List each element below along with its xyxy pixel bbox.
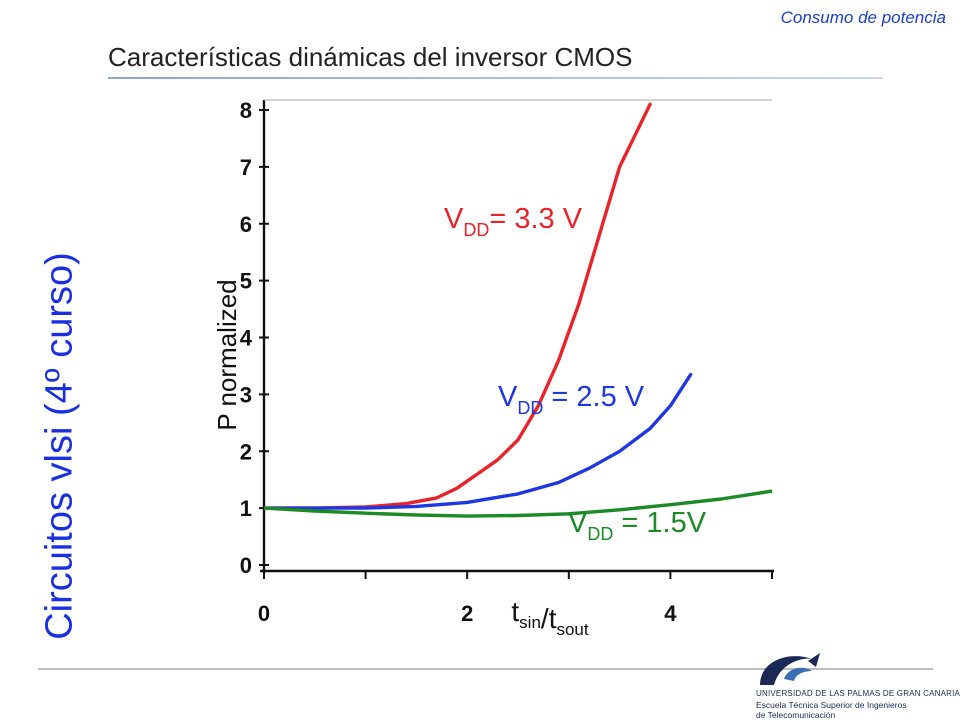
x-tick-label: 0 bbox=[258, 601, 270, 626]
title-divider bbox=[108, 77, 883, 79]
series-line-2 bbox=[264, 372, 693, 510]
footer-divider bbox=[38, 668, 933, 670]
logo-text-university: UNIVERSIDAD DE LAS PALMAS DE GRAN CANARI… bbox=[756, 689, 960, 698]
y-tick-label: 3 bbox=[240, 382, 252, 407]
x-tick-label: 2 bbox=[461, 601, 473, 626]
x-axis-label: tsin/tsout bbox=[511, 596, 588, 639]
y-tick-label: 5 bbox=[240, 269, 252, 294]
slide-title: Características dinámicas del inversor C… bbox=[108, 42, 633, 72]
series-label-1: VDD= 3.3 V bbox=[444, 203, 583, 240]
y-tick-label: 6 bbox=[240, 212, 252, 237]
y-tick-label: 8 bbox=[240, 98, 252, 123]
series-line-3 bbox=[264, 489, 772, 518]
y-tick-label: 0 bbox=[240, 553, 252, 578]
y-tick-label: 1 bbox=[240, 496, 252, 521]
y-axis-label: P normalized bbox=[212, 279, 242, 430]
series-label-2: VDD = 2.5 V bbox=[498, 381, 645, 418]
university-logo: UNIVERSIDAD DE LAS PALMAS DE GRAN CANARI… bbox=[750, 645, 960, 720]
university-emblem-icon bbox=[760, 653, 820, 685]
x-tick-label: 4 bbox=[664, 601, 677, 626]
series-line-1 bbox=[264, 102, 652, 510]
logo-text-department: de Telecomunicación bbox=[756, 710, 836, 720]
y-tick-label: 2 bbox=[240, 439, 252, 464]
logo-text-school: Escuela Técnica Superior de Ingenieros bbox=[756, 700, 907, 710]
header-tag: Consumo de potencia bbox=[780, 8, 946, 27]
y-tick-label: 7 bbox=[240, 155, 252, 180]
series-label-3: VDD = 1.5V bbox=[568, 507, 707, 544]
y-tick-label: 4 bbox=[240, 326, 253, 351]
